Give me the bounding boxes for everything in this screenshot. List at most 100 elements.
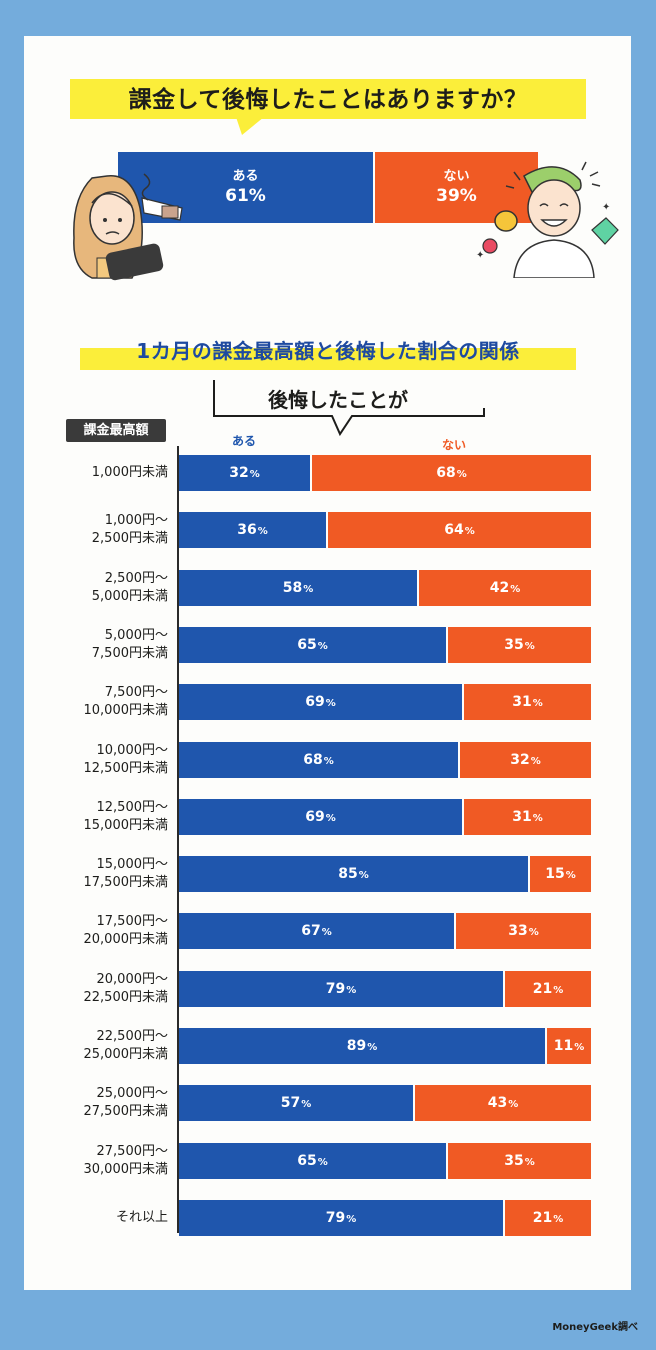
svg-text:✦: ✦ bbox=[602, 202, 610, 213]
category-label-line: 22,500円未満 bbox=[83, 990, 169, 1005]
callout-text: 後悔したことが bbox=[268, 388, 408, 412]
data-label-no-14: 21% bbox=[532, 1210, 564, 1226]
category-label-line: 22,500円～ bbox=[96, 1029, 169, 1044]
overall-yes-value: 61% bbox=[225, 186, 266, 206]
category-label-line: 25,000円未満 bbox=[83, 1047, 169, 1062]
data-label-no-6: 32% bbox=[510, 752, 541, 768]
data-label-no-5: 31% bbox=[512, 694, 543, 710]
bar-yes-4: 65% bbox=[179, 627, 446, 663]
category-label-line: 17,500円～ bbox=[96, 914, 169, 929]
category-label-line: 5,000円～ bbox=[104, 628, 168, 643]
bar-yes-2: 36% bbox=[179, 512, 326, 548]
bar-no-5: 31% bbox=[464, 684, 591, 720]
category-label-line: 2,500円未満 bbox=[91, 531, 168, 546]
category-label-line: 1,000円～ bbox=[104, 513, 168, 528]
data-label-yes-9: 67% bbox=[301, 923, 332, 939]
category-label-line: 5,000円未満 bbox=[91, 589, 168, 604]
data-label-yes-6: 68% bbox=[303, 752, 334, 768]
bar-yes-13: 65% bbox=[179, 1143, 446, 1179]
data-label-no-4: 35% bbox=[504, 637, 535, 653]
data-label-yes-12: 57% bbox=[280, 1095, 312, 1111]
category-label-line: 7,500円～ bbox=[104, 685, 168, 700]
bar-no-13: 35% bbox=[448, 1143, 591, 1179]
bar-yes-9: 67% bbox=[179, 913, 454, 949]
data-label-yes-3: 58% bbox=[282, 580, 314, 596]
category-axis-line bbox=[177, 446, 179, 1233]
data-label-yes-7: 69% bbox=[305, 809, 336, 825]
category-label-line: 2,500円～ bbox=[104, 571, 168, 586]
category-label-line: 1,000円未満 bbox=[91, 465, 168, 480]
category-label-5: 7,500円～ 10,000円未満 bbox=[26, 684, 169, 720]
category-label-line: それ以上 bbox=[115, 1210, 168, 1225]
section-title: 1カ月の課金最高額と後悔した割合の関係 bbox=[136, 339, 520, 363]
bar-yes-6: 68% bbox=[179, 742, 458, 778]
category-label-3: 2,500円～ 5,000円未満 bbox=[26, 570, 168, 606]
category-label-line: 20,000円～ bbox=[96, 972, 169, 987]
bar-yes-14: 79% bbox=[179, 1200, 503, 1236]
question-title: 課金して後悔したことはありますか？ bbox=[128, 87, 528, 113]
bar-no-12: 43% bbox=[415, 1085, 591, 1121]
bar-yes-7: 69% bbox=[179, 799, 462, 835]
column-label-no: ない bbox=[442, 438, 467, 452]
category-label-line: 17,500円未満 bbox=[83, 875, 169, 890]
category-axis-badge: 課金最高額 bbox=[66, 419, 166, 442]
bar-no-8: 15% bbox=[530, 856, 591, 892]
bar-no-3: 42% bbox=[419, 570, 591, 606]
category-label-line: 30,000円未満 bbox=[83, 1162, 169, 1177]
category-label-4: 5,000円～ 7,500円未満 bbox=[26, 627, 168, 663]
callout-bracket bbox=[213, 380, 485, 437]
bar-no-9: 33% bbox=[456, 913, 591, 949]
bar-no-6: 32% bbox=[460, 742, 591, 778]
bar-yes-5: 69% bbox=[179, 684, 462, 720]
bar-yes-11: 89% bbox=[179, 1028, 545, 1064]
happy-player-illustration: ✦ ✦ bbox=[476, 161, 619, 278]
category-label-line: 27,500円～ bbox=[96, 1144, 169, 1159]
regretful-player-illustration bbox=[73, 173, 183, 281]
data-label-no-9: 33% bbox=[508, 923, 539, 939]
overall-no-value: 39% bbox=[436, 186, 477, 206]
category-label-line: 27,500円未満 bbox=[83, 1104, 169, 1119]
category-label-6: 10,000円～ 12,500円未満 bbox=[26, 742, 169, 778]
data-label-no-7: 31% bbox=[512, 809, 543, 825]
bar-no-7: 31% bbox=[464, 799, 591, 835]
category-label-line: 15,000円～ bbox=[96, 857, 169, 872]
data-label-no-12: 43% bbox=[487, 1095, 519, 1111]
data-label-no-1: 68% bbox=[436, 465, 467, 481]
data-label-yes-10: 79% bbox=[325, 981, 357, 997]
speech-tail bbox=[236, 117, 264, 135]
category-label-1: 1,000円未満 bbox=[26, 464, 168, 482]
data-label-no-8: 15% bbox=[545, 866, 576, 882]
data-label-no-3: 42% bbox=[489, 580, 521, 596]
category-label-9: 17,500円～ 20,000円未満 bbox=[26, 913, 169, 949]
bar-no-2: 64% bbox=[328, 512, 591, 548]
source-credit: MoneyGeek調べ bbox=[552, 1322, 638, 1333]
overall-no-label: ない bbox=[443, 169, 470, 184]
category-label-13: 27,500円～ 30,000円未満 bbox=[26, 1143, 169, 1179]
data-label-no-11: 11% bbox=[553, 1038, 585, 1054]
bar-yes-3: 58% bbox=[179, 570, 417, 606]
data-label-yes-4: 65% bbox=[297, 637, 328, 653]
overall-yes-label: ある bbox=[232, 169, 259, 184]
bar-yes-1: 32% bbox=[179, 455, 310, 491]
category-label-line: 7,500円未満 bbox=[91, 646, 168, 661]
data-label-no-13: 35% bbox=[504, 1153, 535, 1169]
category-label-line: 10,000円未満 bbox=[83, 703, 169, 718]
category-label-7: 12,500円～ 15,000円未満 bbox=[26, 799, 169, 835]
column-label-yes: ある bbox=[232, 434, 257, 448]
category-label-line: 20,000円未満 bbox=[83, 932, 169, 947]
category-label-line: 12,500円～ bbox=[96, 800, 169, 815]
title-highlight bbox=[70, 79, 586, 119]
svg-text:✦: ✦ bbox=[476, 250, 484, 261]
data-label-yes-11: 89% bbox=[346, 1038, 378, 1054]
data-label-yes-1: 32% bbox=[229, 465, 260, 481]
category-label-14: それ以上 bbox=[26, 1209, 168, 1227]
category-label-line: 25,000円～ bbox=[96, 1086, 169, 1101]
bar-yes-10: 79% bbox=[179, 971, 503, 1007]
section-title-highlight bbox=[80, 348, 576, 370]
category-label-11: 22,500円～ 25,000円未満 bbox=[26, 1028, 169, 1064]
bar-no-14: 21% bbox=[505, 1200, 591, 1236]
category-label-12: 25,000円～ 27,500円未満 bbox=[26, 1085, 169, 1121]
category-label-10: 20,000円～ 22,500円未満 bbox=[26, 971, 169, 1007]
data-label-no-10: 21% bbox=[532, 981, 564, 997]
category-label-line: 12,500円未満 bbox=[83, 761, 169, 776]
